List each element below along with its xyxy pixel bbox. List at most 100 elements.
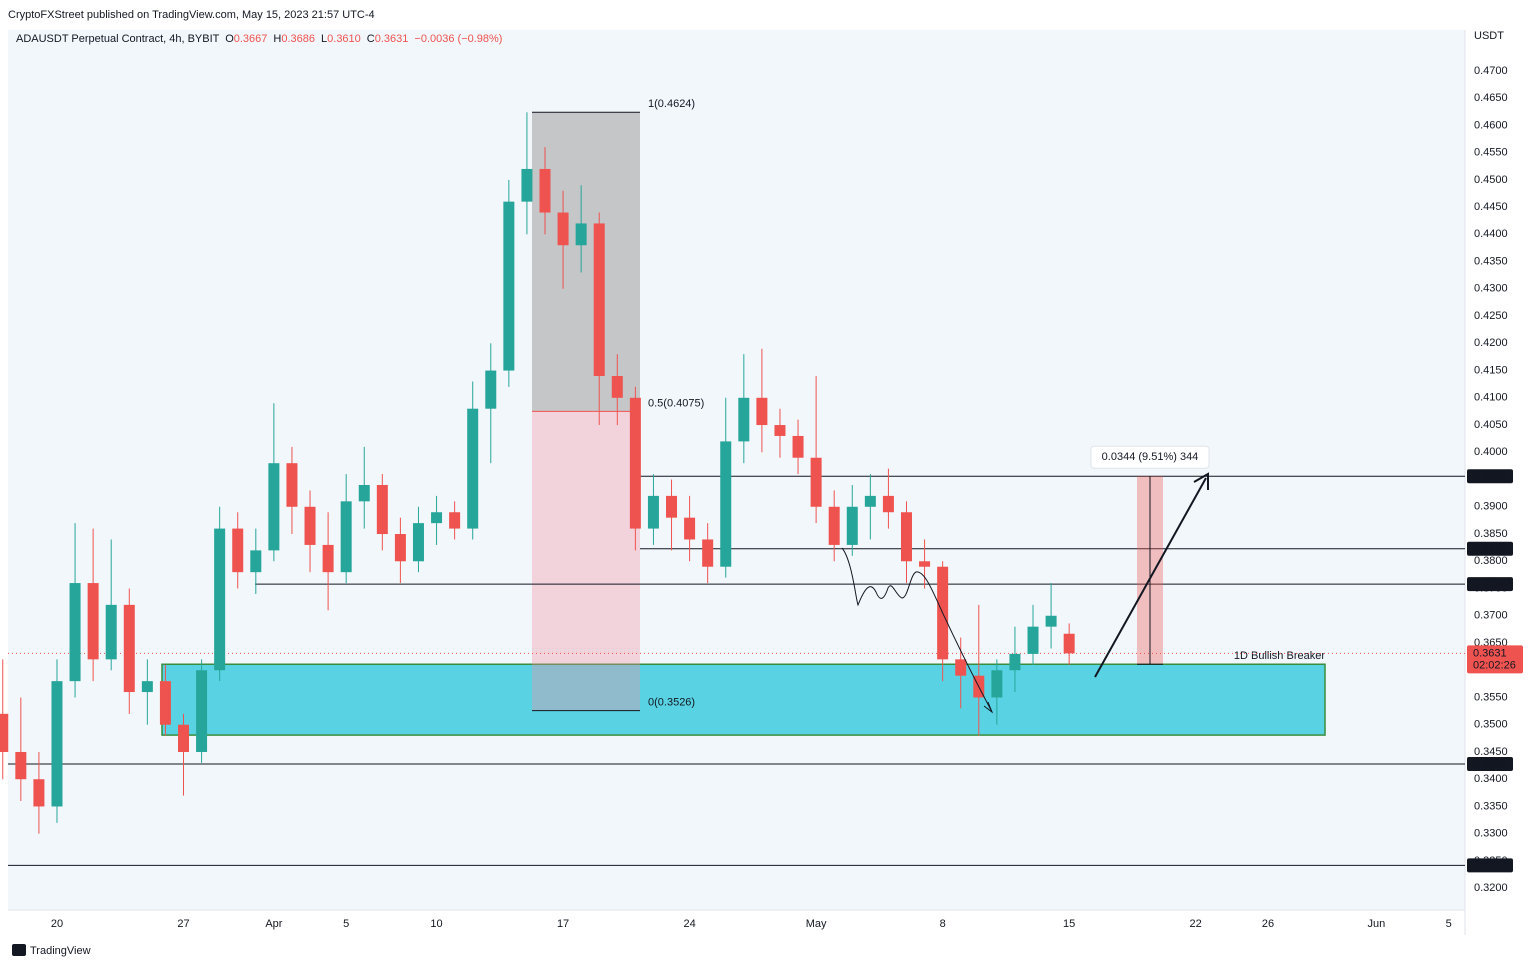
x-tick-label: 24 xyxy=(683,918,695,930)
candle-body xyxy=(412,523,424,562)
candle-body xyxy=(376,484,388,535)
level-label: 0.3428 xyxy=(1473,758,1507,770)
level-tag xyxy=(1467,469,1513,484)
candle-body xyxy=(557,212,569,246)
candle-body xyxy=(738,397,750,442)
y-tick-label: 0.4200 xyxy=(1474,337,1508,349)
y-tick-label: 0.3450 xyxy=(1474,746,1508,758)
candle-body xyxy=(214,528,226,671)
candle-body xyxy=(485,370,497,409)
legend-symbol: ADAUSDT Perpetual Contract, 4h, BYBIT xyxy=(16,33,220,45)
candle-body xyxy=(1009,653,1021,671)
x-tick-label: May xyxy=(806,918,827,930)
y-tick-label: 0.4700 xyxy=(1474,65,1508,77)
candle-body xyxy=(123,604,135,693)
candle-body xyxy=(178,724,190,752)
y-tick-label: 0.3700 xyxy=(1474,610,1508,622)
candle-body xyxy=(268,463,280,551)
candle-body xyxy=(33,779,45,807)
legend-key: O xyxy=(225,33,234,45)
y-tick-label: 0.3300 xyxy=(1474,828,1508,840)
candle-body xyxy=(539,168,551,213)
projection-arrowhead xyxy=(1193,472,1209,490)
candle-body xyxy=(0,713,9,752)
level-tag xyxy=(1467,577,1513,592)
fib-lower xyxy=(532,411,640,711)
candle-body xyxy=(647,495,659,529)
candle-body xyxy=(575,223,587,246)
level-label: 0.3956 xyxy=(1473,470,1507,482)
header: CryptoFXStreet published on TradingView.… xyxy=(8,9,375,21)
x-tick-label: 20 xyxy=(51,918,63,930)
level-label: 0.3823 xyxy=(1473,543,1507,555)
x-tick-label: 10 xyxy=(430,918,442,930)
candle-body xyxy=(322,544,334,573)
legend-key: L xyxy=(321,33,327,45)
candle-body xyxy=(15,751,27,780)
fib-upper xyxy=(532,112,640,412)
candle-body xyxy=(1045,615,1057,627)
y-tick-label: 0.4450 xyxy=(1474,201,1508,213)
candle-body xyxy=(394,534,406,562)
candle-body xyxy=(955,659,967,676)
legend-value: 0.3686 xyxy=(281,33,315,45)
y-tick-label: 0.4300 xyxy=(1474,283,1508,295)
candle-body xyxy=(105,604,117,660)
fib-label: 1(0.4624) xyxy=(648,98,695,110)
countdown-label: 02:02:26 xyxy=(1473,659,1516,671)
candle-body xyxy=(846,506,858,545)
measure-label: 0.0344 (9.51%) 344 xyxy=(1102,451,1199,463)
candle-body xyxy=(900,512,912,562)
legend-value: 0.3667 xyxy=(234,33,268,45)
candle-body xyxy=(1027,626,1039,654)
candle-body xyxy=(1063,633,1075,654)
candle-body xyxy=(991,670,1003,698)
legend-value: 0.3610 xyxy=(327,33,361,45)
level-label: 0.3758 xyxy=(1473,578,1507,590)
y-tick-label: 0.4350 xyxy=(1474,255,1508,267)
candle-body xyxy=(358,484,370,502)
candle-body xyxy=(882,495,894,513)
candle-body xyxy=(87,583,99,660)
y-tick-label: 0.4050 xyxy=(1474,419,1508,431)
legend-key: C xyxy=(367,33,375,45)
y-tick-label: 0.3550 xyxy=(1474,691,1508,703)
candle-body xyxy=(449,512,461,529)
candle-body xyxy=(774,425,786,436)
y-tick-label: 0.4150 xyxy=(1474,364,1508,376)
y-tick-label: 0.4100 xyxy=(1474,392,1508,404)
candle-body xyxy=(521,168,533,202)
breaker-zone xyxy=(161,663,1326,736)
plot-background xyxy=(8,30,1465,910)
candle-body xyxy=(864,495,876,507)
y-tick-label: 0.3350 xyxy=(1474,800,1508,812)
fib-label: 0(0.3526) xyxy=(648,696,695,708)
candle-body xyxy=(629,397,641,529)
legend: ADAUSDT Perpetual Contract, 4h, BYBIT O0.… xyxy=(16,33,502,45)
level-tag xyxy=(1467,858,1513,873)
footer: TradingView xyxy=(30,945,91,957)
candle-body xyxy=(250,550,262,573)
x-tick-label: Jun xyxy=(1368,918,1386,930)
y-tick-label: 0.4500 xyxy=(1474,174,1508,186)
level-label: 0.3242 xyxy=(1473,859,1507,871)
y-tick-label: 0.4400 xyxy=(1474,228,1508,240)
candle-body xyxy=(431,512,443,524)
candle-body xyxy=(503,201,515,371)
x-tick-label: Apr xyxy=(265,918,282,930)
logo xyxy=(12,944,26,956)
x-tick-label: 5 xyxy=(1446,918,1452,930)
y-tick-label: 0.4250 xyxy=(1474,310,1508,322)
x-tick-label: 15 xyxy=(1063,918,1075,930)
sketch-arrowhead xyxy=(983,701,994,714)
candle-body xyxy=(828,506,840,545)
candle-body xyxy=(919,561,931,567)
x-tick-label: 8 xyxy=(940,918,946,930)
x-tick-label: 26 xyxy=(1262,918,1274,930)
candle-body xyxy=(196,670,208,752)
y-tick-label: 0.3850 xyxy=(1474,528,1508,540)
y-tick-label: 0.4000 xyxy=(1474,446,1508,458)
legend-key: H xyxy=(273,33,281,45)
fib-label: 0.5(0.4075) xyxy=(648,397,704,409)
